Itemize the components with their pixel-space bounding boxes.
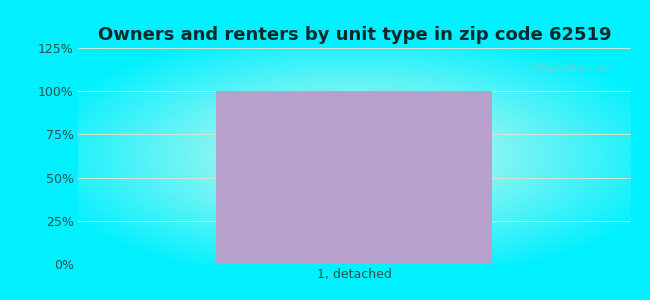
Title: Owners and renters by unit type in zip code 62519: Owners and renters by unit type in zip c… [98,26,611,44]
Text: City-Data.com: City-Data.com [530,62,614,75]
Bar [216,91,493,264]
